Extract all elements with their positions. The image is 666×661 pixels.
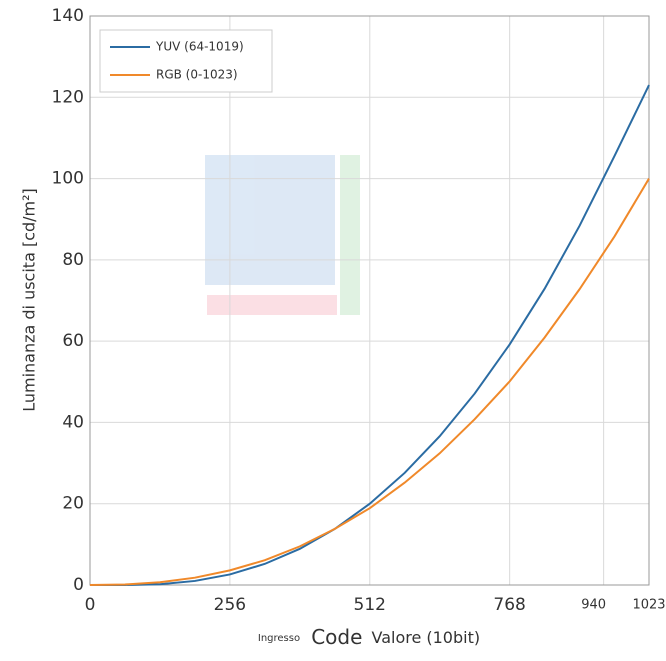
- y-tick-label: 140: [52, 6, 84, 26]
- x-tick-label: 512: [354, 595, 386, 615]
- x-label-part: Valore (10bit): [371, 628, 480, 647]
- x-tick-label: 768: [493, 595, 525, 615]
- legend-box: [99, 29, 273, 93]
- y-tick-label: 20: [62, 494, 84, 514]
- legend-label: RGB (0-1023): [156, 68, 238, 82]
- y-tick-label: 60: [62, 331, 84, 351]
- y-tick-label: 120: [52, 87, 84, 107]
- x-tick-label: 940: [581, 598, 606, 613]
- y-axis-label: Luminanza di uscita [cd/m²]: [20, 188, 39, 412]
- plot-border: [89, 15, 650, 586]
- legend: YUV (64-1019) RGB (0-1023): [99, 29, 273, 93]
- legend-label: YUV (64-1019): [155, 40, 244, 54]
- watermark: [205, 155, 360, 315]
- x-tick-label: 0: [85, 595, 96, 615]
- y-tick-label: 80: [62, 250, 84, 270]
- x-axis-label: Ingresso Code Valore (10bit): [258, 625, 480, 649]
- line: [89, 178, 650, 586]
- y-tick-label: 0: [73, 575, 84, 595]
- y-tick-label: 100: [52, 169, 84, 189]
- x-tick-label: 256: [214, 595, 246, 615]
- x-label-part: Code: [311, 625, 362, 649]
- x-tick-label: 1023: [632, 598, 665, 613]
- line: [90, 84, 650, 586]
- x-label-part: Ingresso: [258, 633, 300, 644]
- y-tick-label: 40: [62, 412, 84, 432]
